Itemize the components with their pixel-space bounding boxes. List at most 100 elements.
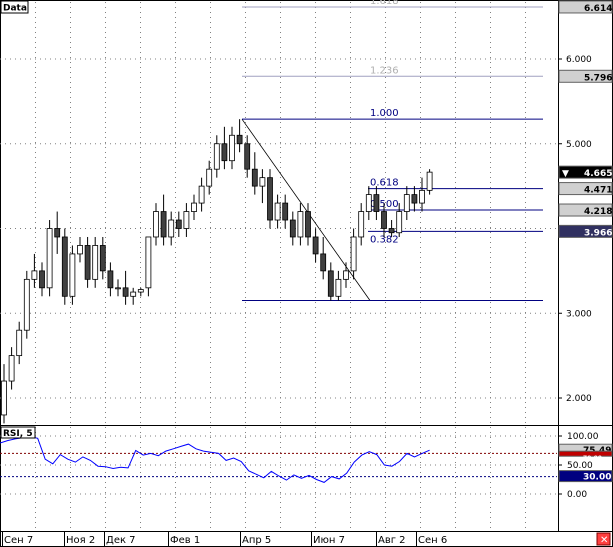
candle-body — [175, 219, 182, 229]
candle-body — [206, 168, 213, 187]
candle-body — [84, 245, 91, 280]
candle-body — [244, 143, 251, 170]
candle-body — [153, 211, 159, 238]
fib-trendline[interactable] — [241, 118, 371, 301]
rsi-label-box — [558, 450, 613, 457]
candle-body — [327, 270, 334, 297]
rsi-label: 30.00 — [583, 473, 611, 483]
time-axis: Сен 7 Ноя 2 Дек 7 Фев 1 Апр 5 Июн 7 Авг 2 Сен 6 — [2, 531, 447, 546]
price-label-box — [558, 224, 613, 238]
candle-body — [160, 211, 167, 238]
candle-body — [297, 211, 304, 238]
price-tick-label: 3.000 — [566, 309, 592, 319]
candle-body — [305, 211, 311, 238]
price-label: 4.665 — [584, 169, 612, 179]
candle-body — [198, 185, 205, 204]
time-tick-label: Июн 7 — [313, 535, 345, 546]
time-tick-label: Фев 1 — [170, 535, 200, 546]
candle-body — [282, 202, 289, 221]
indicator-label: RSI, 5 — [3, 429, 33, 439]
rsi-tick-label: 100.00 — [567, 432, 599, 442]
price-label: 6.614 — [584, 4, 612, 14]
rsi-indicator — [0, 436, 557, 483]
candle-body — [54, 228, 61, 238]
candle-body — [343, 270, 349, 280]
candle-body — [396, 211, 403, 234]
time-tick-label: Авг 2 — [378, 535, 406, 546]
candle-body — [107, 270, 114, 289]
candle-body — [229, 134, 235, 162]
candle-body — [403, 194, 410, 212]
price-label: 4.471 — [584, 186, 612, 196]
candle-body — [145, 236, 152, 289]
price-label-box — [558, 69, 613, 83]
grid — [0, 2, 557, 530]
candle-body — [16, 329, 23, 357]
price-tick-label: 2.000 — [566, 394, 592, 404]
price-label: 5.796 — [584, 73, 612, 83]
current-price-arrow-icon: ▼ — [562, 169, 569, 179]
candle-body — [267, 177, 273, 221]
candle-body — [168, 219, 175, 238]
candle-body — [115, 287, 121, 290]
candle-body — [39, 270, 45, 289]
rsi-label: 70.00 — [583, 455, 602, 462]
price-label-box — [558, 203, 613, 217]
close-button[interactable] — [596, 532, 611, 546]
price-tick-label: 5.000 — [566, 140, 592, 150]
time-tick-label: Сен 7 — [4, 535, 33, 546]
candle-body — [137, 289, 144, 293]
candle-body — [130, 291, 137, 297]
candle-body — [419, 189, 425, 204]
candle-body — [8, 355, 15, 382]
fib-level-label: 0.618 — [370, 178, 399, 189]
price-label: 4.218 — [584, 207, 612, 217]
price-tick-label: 6.000 — [566, 55, 592, 65]
candle-body — [122, 287, 129, 297]
price-label: 3.966 — [584, 228, 612, 238]
price-axis: 6.0005.0004.0003.0002.0006.6145.796▼4.66… — [558, 0, 613, 404]
candle-body — [61, 236, 68, 297]
fib-level-label: 1.000 — [370, 108, 399, 119]
price-candles — [1, 119, 433, 424]
candle-body — [99, 245, 106, 272]
rsi-line — [0, 436, 430, 483]
candle-body — [31, 270, 38, 280]
candle-body — [183, 211, 190, 229]
candle-body — [274, 202, 281, 221]
close-icon: ✕ — [600, 535, 608, 546]
candle-body — [69, 253, 76, 297]
candle-body — [320, 253, 327, 272]
price-label-box — [558, 182, 613, 196]
rsi-tick-label: 0.00 — [567, 490, 587, 500]
candle-body — [23, 278, 30, 331]
candle-body — [335, 278, 342, 297]
time-tick-label: Ноя 2 — [66, 535, 95, 546]
candle-body — [77, 245, 83, 255]
time-tick-label: Дек 7 — [106, 535, 136, 546]
candle-body — [312, 236, 319, 255]
candle-body — [426, 171, 433, 191]
candle-body — [358, 211, 365, 238]
candle-body — [373, 194, 380, 212]
candle-body — [411, 194, 418, 204]
candle-body — [46, 228, 53, 289]
price-label-box — [558, 165, 613, 179]
symbol-label-box — [0, 0, 29, 14]
candle-body — [191, 202, 197, 212]
candle-body — [251, 168, 258, 187]
rsi-tick-label: 50.00 — [567, 461, 593, 471]
candle-body — [221, 143, 228, 162]
candle-body — [350, 236, 357, 272]
rsi-label-box — [558, 470, 613, 483]
time-tick-label: Сен 6 — [418, 535, 447, 546]
time-tick-label: Апр 5 — [242, 535, 271, 546]
candle-body — [259, 177, 266, 187]
candle-body — [92, 245, 99, 280]
candle-body — [236, 134, 243, 145]
fib-level-label: 1.236 — [370, 65, 399, 76]
candle-body — [388, 228, 395, 234]
